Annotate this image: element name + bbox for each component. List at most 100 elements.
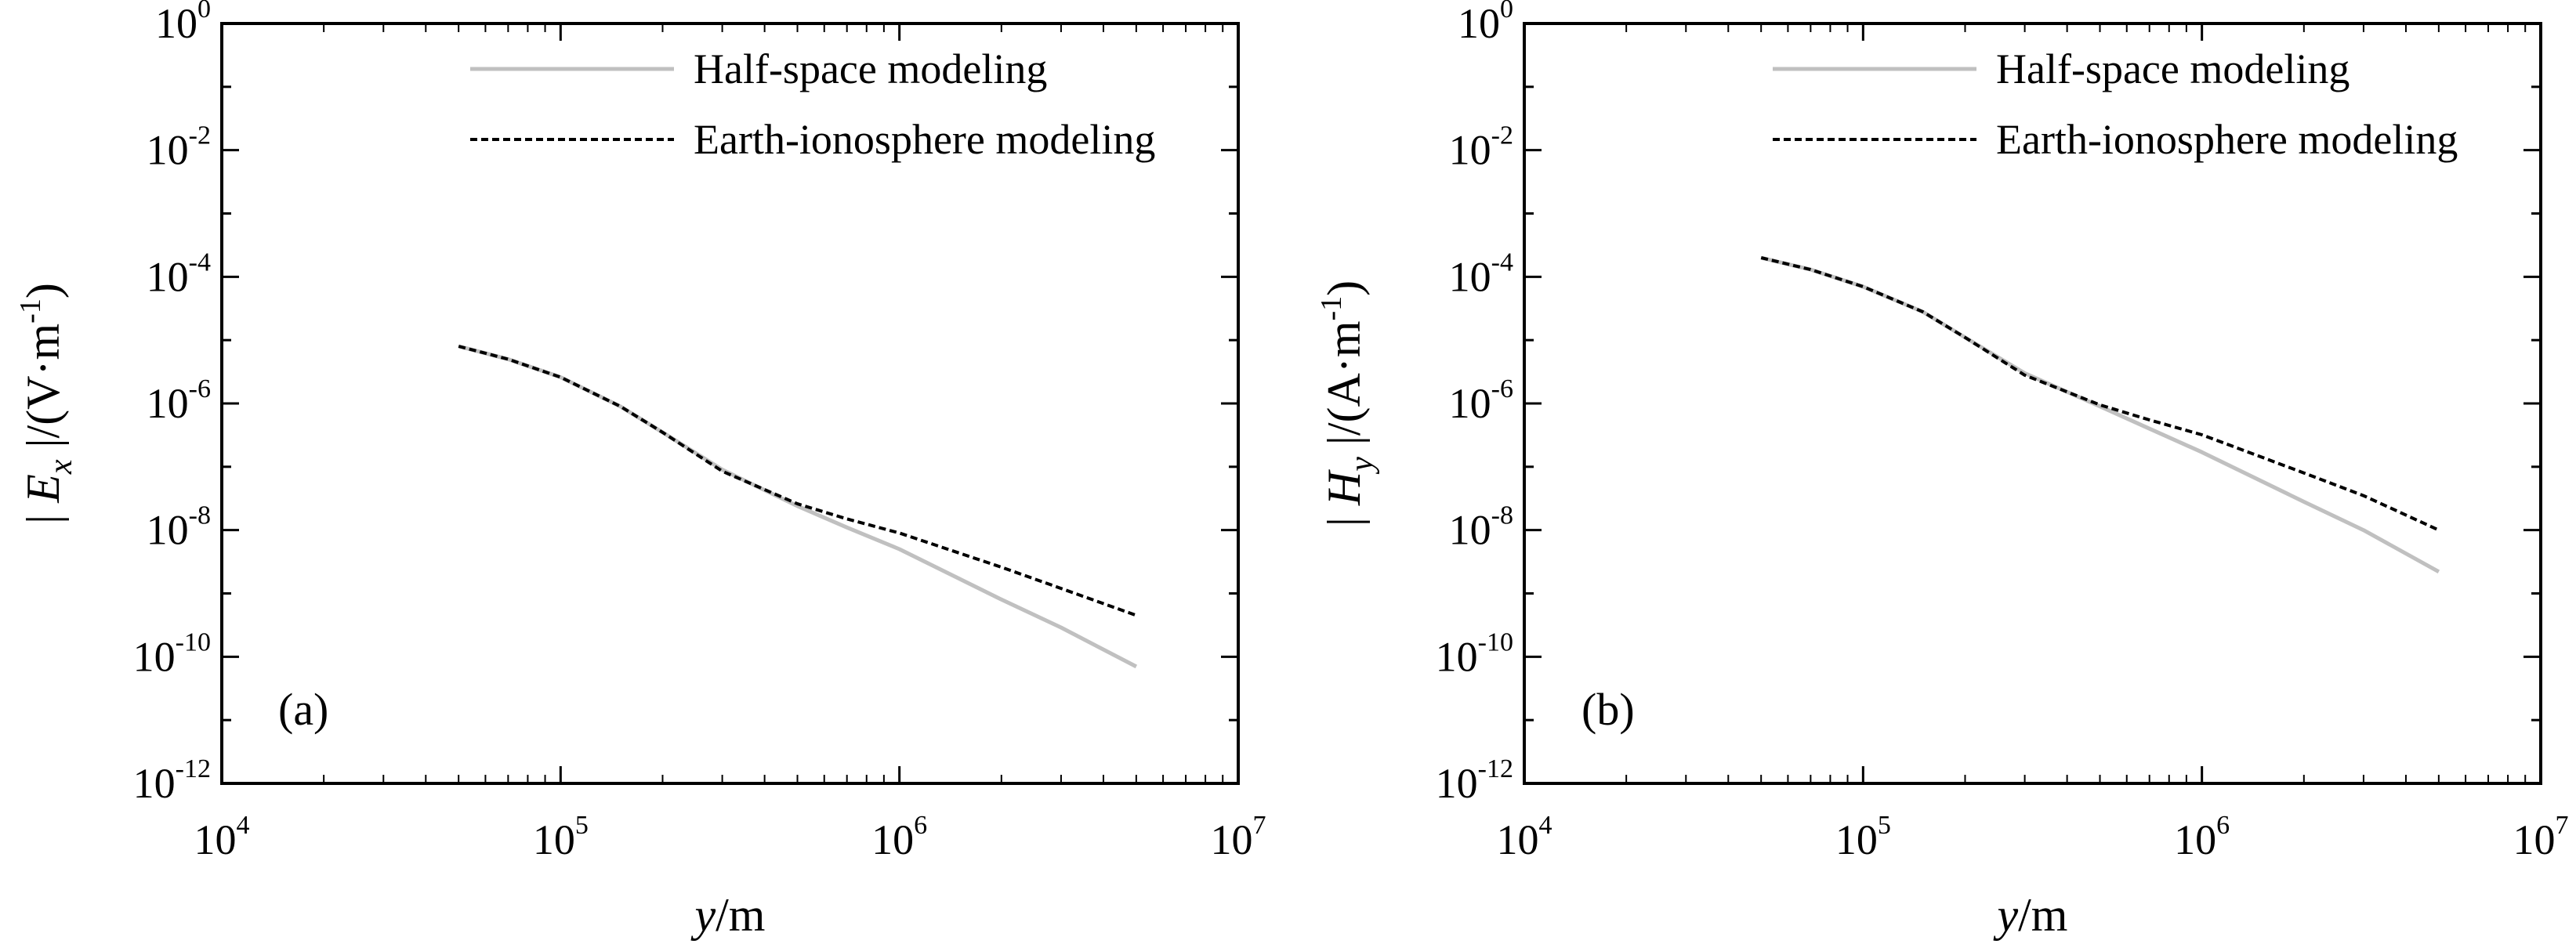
y-tick-label-base: 10	[147, 380, 189, 427]
x-tick-label: 105	[533, 811, 589, 863]
y-tick-label-base: 10	[155, 0, 197, 47]
y-tick-label: 10-6	[147, 374, 211, 427]
y-tick-label: 10-12	[133, 754, 211, 807]
x-tick-label-exp: 4	[1539, 811, 1552, 840]
y-tick-label-exp: -6	[189, 374, 211, 403]
x-tick-label-exp: 6	[914, 811, 927, 840]
y-tick-label: 10-8	[1449, 501, 1513, 554]
x-tick-label: 106	[2174, 811, 2230, 863]
y-tick-label-base: 10	[1449, 253, 1491, 300]
y-axis-title-unit: |/(A·m	[1318, 320, 1370, 457]
y-axis-title-sub: y	[1344, 457, 1380, 475]
y-tick-label: 10-2	[147, 121, 211, 174]
x-axis-title: y/m	[690, 889, 766, 941]
y-tick-label-base: 10	[1458, 0, 1500, 47]
chart-panel-b: 104 105 106 10710010-210-410-610-810-1010-1…	[1315, 0, 2569, 941]
x-tick-label-base: 10	[2174, 816, 2216, 863]
series-line-earth-ionosphere	[458, 345, 1137, 617]
x-axis-title-unit: /m	[2018, 889, 2067, 941]
y-axis-title: | Ex |/(V·m-1)	[14, 283, 79, 524]
y-tick-label: 10-2	[1449, 121, 1513, 174]
x-tick-label-exp: 5	[575, 811, 589, 840]
y-tick-label-base: 10	[133, 633, 176, 680]
x-tick-label-base: 10	[871, 816, 914, 863]
y-tick-label-base: 10	[1449, 507, 1491, 554]
y-tick-label: 10-10	[1436, 628, 1513, 680]
y-axis-title: | Hy |/(A·m-1)	[1315, 280, 1380, 526]
x-tick-label-base: 10	[533, 816, 575, 863]
y-tick-label-base: 10	[147, 253, 189, 300]
y-tick-label-exp: 0	[1500, 0, 1513, 24]
panel-label: (b)	[1581, 684, 1635, 735]
y-tick-label-base: 10	[1449, 380, 1491, 427]
x-tick-label-base: 10	[1835, 816, 1878, 863]
x-tick-label: 105	[1835, 811, 1891, 863]
y-tick-label: 100	[155, 0, 211, 47]
y-tick-label: 10-4	[1449, 248, 1513, 300]
legend-label: Half-space modeling	[1996, 45, 2350, 92]
y-tick-label-exp: -10	[1478, 628, 1513, 656]
y-axis-title-unit: |/(V·m	[17, 324, 69, 460]
y-tick-label-base: 10	[147, 507, 189, 554]
y-tick-label-exp: -2	[1491, 121, 1513, 150]
y-tick-label-base: 10	[147, 127, 189, 174]
x-axis-title: y/m	[1993, 889, 2068, 941]
x-tick-label-exp: 5	[1878, 811, 1891, 840]
x-axis-title-var: y	[1993, 889, 2019, 941]
x-tick-label: 107	[1211, 811, 1266, 863]
x-tick-label: 104	[1497, 811, 1552, 863]
x-axis-title-var: y	[690, 889, 716, 941]
x-axis-title-unit: /m	[716, 889, 765, 941]
y-tick-label-base: 10	[1449, 127, 1491, 174]
y-axis-title-sup: -1	[1315, 296, 1348, 321]
x-tick-label-exp: 7	[1253, 811, 1266, 840]
series-line-half-space	[1760, 255, 2440, 573]
chart-panel-a: 104 105 106 10710010-210-410-610-810-1010-1…	[14, 0, 1266, 941]
x-tick-label-base: 10	[194, 816, 237, 863]
y-tick-label: 10-6	[1449, 374, 1513, 427]
series-line-earth-ionosphere	[1760, 256, 2440, 532]
legend: Half-space modeling Earth-ionosphere mode…	[470, 45, 1155, 163]
y-tick-label-exp: -8	[189, 501, 211, 530]
y-tick-label-exp: -8	[1491, 501, 1513, 530]
y-tick-label-base: 10	[1436, 760, 1478, 807]
legend-label: Earth-ionosphere modeling	[694, 116, 1155, 163]
y-tick-label: 10-4	[147, 248, 211, 300]
y-tick-label-exp: -10	[176, 628, 211, 656]
y-tick-label-exp: -4	[189, 248, 211, 277]
y-tick-label-exp: -6	[1491, 374, 1513, 403]
y-tick-label: 10-10	[133, 628, 211, 680]
x-tick-label-exp: 4	[237, 811, 250, 840]
y-tick-label-exp: -4	[1491, 248, 1513, 277]
x-tick-label-base: 10	[1211, 816, 1253, 863]
y-tick-label: 10-12	[1436, 754, 1513, 807]
y-axis-title-var: E	[17, 474, 69, 504]
x-tick-label: 107	[2513, 811, 2569, 863]
y-tick-label-base: 10	[133, 760, 176, 807]
y-tick-label: 100	[1458, 0, 1513, 47]
x-tick-label-exp: 7	[2556, 811, 2569, 840]
legend-label: Half-space modeling	[694, 45, 1047, 92]
x-tick-label-base: 10	[2513, 816, 2556, 863]
y-axis-title-bar: |	[1318, 505, 1370, 526]
y-axis-title-bar: |	[17, 503, 69, 524]
series-line-half-space	[458, 344, 1138, 669]
x-tick-label: 106	[871, 811, 927, 863]
y-tick-label: 10-8	[147, 501, 211, 554]
y-tick-label-exp: -2	[189, 121, 211, 150]
y-axis-title-sub: x	[43, 459, 79, 475]
y-tick-label-exp: -12	[176, 754, 211, 783]
y-tick-label-exp: -12	[1478, 754, 1513, 783]
y-axis-title-end: )	[1318, 280, 1370, 296]
x-tick-label-base: 10	[1497, 816, 1539, 863]
panel-label: (a)	[278, 684, 328, 735]
legend: Half-space modeling Earth-ionosphere mode…	[1773, 45, 2458, 163]
y-tick-label-base: 10	[1436, 633, 1478, 680]
y-axis-title-end: )	[17, 283, 69, 298]
y-axis-title-sup: -1	[14, 298, 47, 324]
x-tick-label-exp: 6	[2216, 811, 2230, 840]
x-tick-label: 104	[194, 811, 250, 863]
y-tick-label-exp: 0	[197, 0, 211, 24]
y-axis-title-var: H	[1318, 468, 1370, 506]
